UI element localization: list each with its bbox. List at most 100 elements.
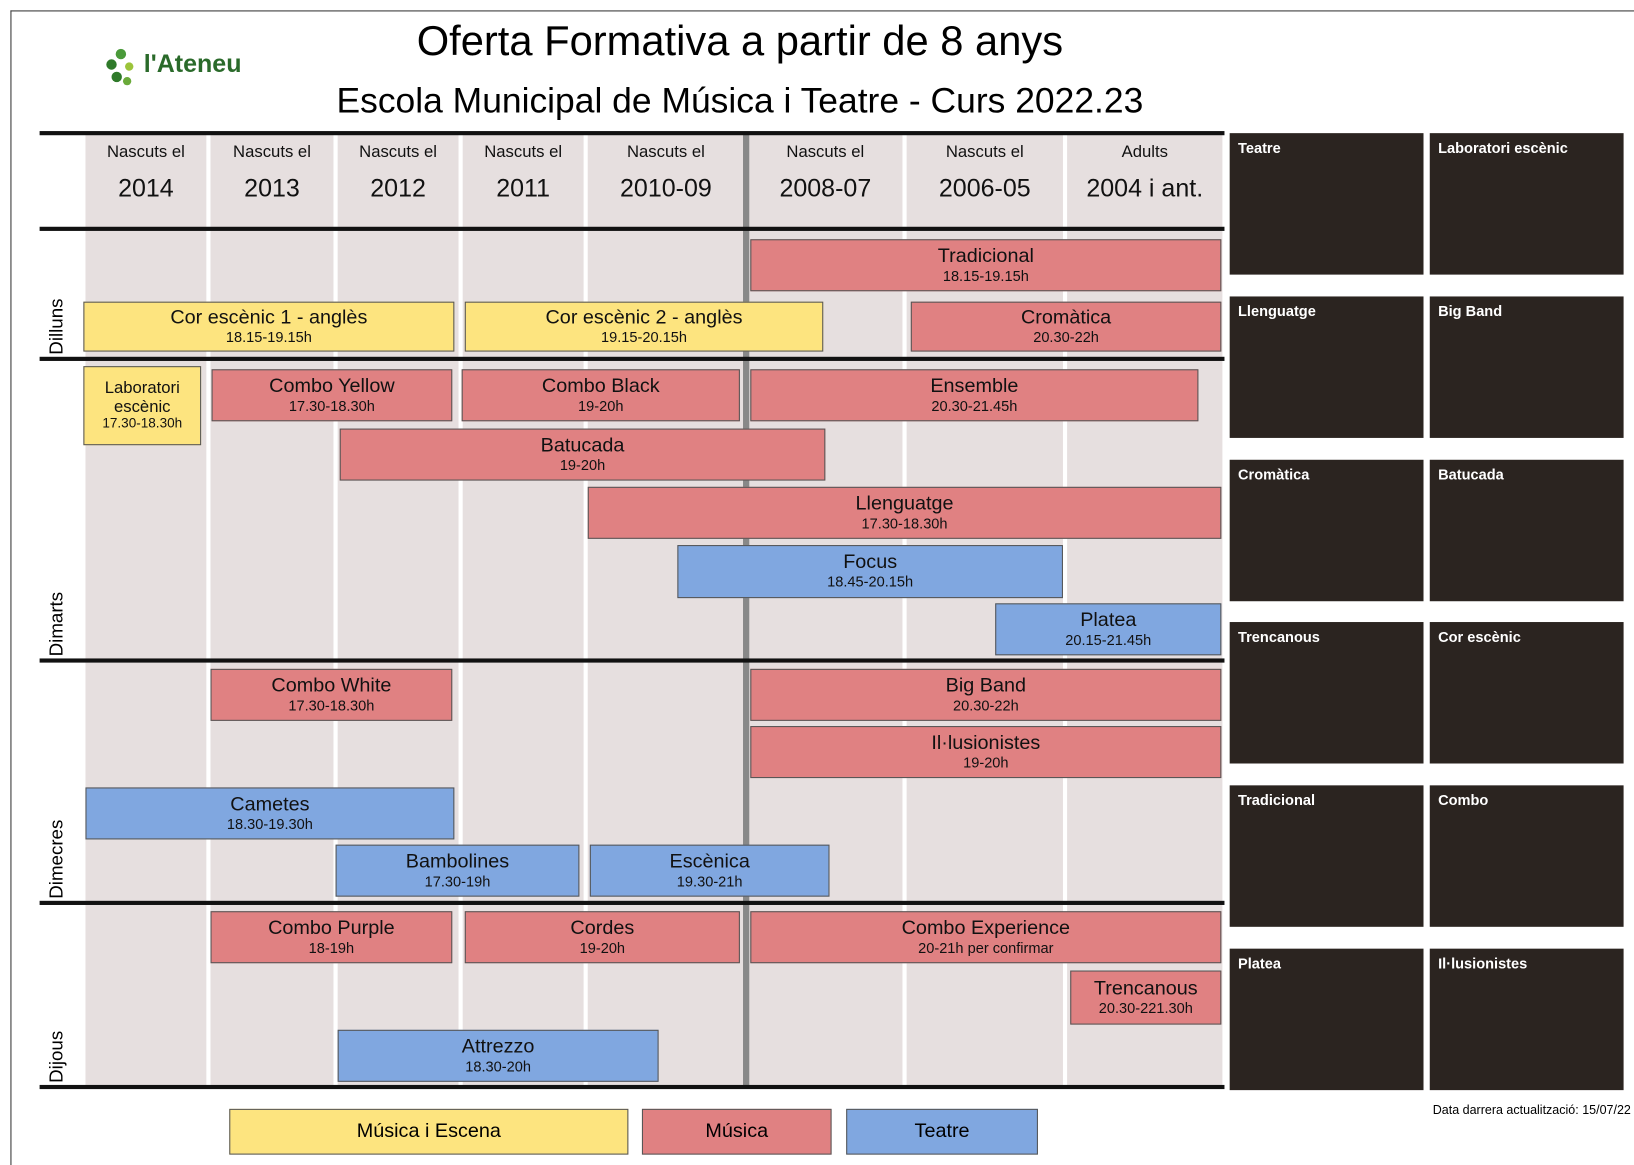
photo-label: Laboratori escènic <box>1438 139 1568 157</box>
event-time: 17.30-18.30h <box>102 415 183 432</box>
event: Cordes 19-20h <box>464 911 740 964</box>
photo-label: Tradicional <box>1238 791 1316 809</box>
event-time: 20-21h per confirmar <box>918 939 1054 956</box>
row-rule <box>39 1084 1225 1090</box>
header-year: 2006-05 <box>938 174 1031 203</box>
column-header: Adults 2004 i ant. <box>1065 133 1224 229</box>
logo-text: l'Ateneu <box>143 49 242 79</box>
event-name: Laboratori escènic <box>104 379 180 416</box>
event-time: 20.30-22h <box>952 696 1019 714</box>
event: Escènica 19.30-21h <box>589 844 830 897</box>
event: Platea 20.15-21.45h <box>995 603 1222 656</box>
event-time: 20.30-221.30h <box>1098 999 1193 1017</box>
row-rule <box>39 658 1225 663</box>
event-name: Platea <box>1080 609 1137 632</box>
event: Bambolines 17.30-19h <box>335 844 580 897</box>
event: Combo Purple 18-19h <box>210 911 453 964</box>
event-name: Combo Black <box>541 375 660 398</box>
event-name: Cromàtica <box>1020 306 1112 329</box>
photo-label: Batucada <box>1438 466 1504 483</box>
photo-label: Platea <box>1238 954 1282 972</box>
header-year: 2014 <box>118 174 174 203</box>
header-label: Nascuts el <box>786 143 865 162</box>
photo: Teatre <box>1229 133 1424 275</box>
event-time: 20.15-21.45h <box>1065 631 1152 648</box>
event-time: 18-19h <box>308 939 355 956</box>
header-label: Nascuts el <box>359 143 437 162</box>
day-label: Dilluns <box>45 298 67 355</box>
row-rule <box>39 226 1225 231</box>
event: Cor escènic 1 - anglès 18.15-19.15h <box>83 301 455 352</box>
header-label: Adults <box>1121 143 1168 162</box>
event-time: 18.15-19.15h <box>225 328 312 346</box>
photo: Batucada <box>1429 459 1624 602</box>
photo: Llenguatge <box>1229 296 1424 438</box>
event-name: Combo White <box>271 674 392 697</box>
event: Laboratori escènic 17.30-18.30h <box>83 366 202 446</box>
photo: Tradicional <box>1229 785 1424 927</box>
header-year: 2008-07 <box>779 174 872 203</box>
header-label: Nascuts el <box>106 143 185 162</box>
photo-label: Teatre <box>1238 139 1281 157</box>
column-header: Nascuts el 2006-05 <box>905 133 1065 229</box>
event-name: Batucada <box>540 434 625 457</box>
legend-item: Música i Escena <box>229 1108 629 1155</box>
event-name: Il·lusionistes <box>931 732 1041 754</box>
column-band <box>85 133 207 1088</box>
photo-label: Llenguatge <box>1238 302 1316 320</box>
event-time: 18.30-20h <box>465 1057 531 1075</box>
event-name: Trencanous <box>1093 977 1198 1000</box>
event-name: Combo Yellow <box>269 375 395 398</box>
photo: Combo <box>1429 785 1624 927</box>
day-label: Dijous <box>45 1030 67 1083</box>
event-time: 17.30-19h <box>424 872 491 890</box>
header-year: 2011 <box>496 174 551 203</box>
event-time: 18.30-19.30h <box>226 815 313 832</box>
event-name: Combo Purple <box>268 917 395 940</box>
photo-label: Big Band <box>1438 302 1503 320</box>
column-header: Nascuts el 2011 <box>461 133 586 229</box>
row-rule <box>39 131 1225 136</box>
event-time: 18.45-20.15h <box>827 573 914 591</box>
header-year: 2013 <box>244 174 300 203</box>
header-label: Nascuts el <box>233 143 311 162</box>
header-year: 2012 <box>370 174 426 203</box>
event-name: Focus <box>843 551 898 574</box>
day-label: Dimecres <box>45 819 67 899</box>
event-name: Cametes <box>230 793 310 816</box>
photo: Cor escènic <box>1429 622 1624 764</box>
photo-label: Cor escènic <box>1438 628 1521 645</box>
photo: Cromàtica <box>1229 459 1424 602</box>
logo-icon <box>106 48 134 86</box>
event-name: Ensemble <box>930 375 1019 398</box>
header-year: 2010-09 <box>620 174 712 203</box>
event-name: Tradicional <box>937 245 1034 268</box>
event: Combo White 17.30-18.30h <box>210 668 453 721</box>
row-rule <box>39 356 1225 361</box>
event-time: 17.30-18.30h <box>861 514 948 532</box>
event: Combo Yellow 17.30-18.30h <box>211 369 453 422</box>
event-time: 18.15-19.15h <box>942 267 1029 284</box>
event-name: Cordes <box>570 917 635 940</box>
header-label: Nascuts el <box>484 143 563 162</box>
event-time: 19.30-21h <box>676 872 743 890</box>
event-name: Escènica <box>669 850 750 873</box>
event: Il·lusionistes 19-20h <box>750 726 1222 779</box>
update-date: Data darrera actualització: 15/07/22 <box>1432 1102 1631 1118</box>
photo: Trencanous <box>1229 622 1424 764</box>
photo-label: Il·lusionistes <box>1438 954 1528 972</box>
event-name: Cor escènic 2 - anglès <box>545 306 743 329</box>
event-time: 17.30-18.30h <box>288 397 375 414</box>
event-name: Combo Experience <box>901 917 1071 940</box>
event-time: 17.30-18.30h <box>288 696 375 714</box>
event-time: 20.30-21.45h <box>931 397 1018 414</box>
event: Tradicional 18.15-19.15h <box>750 239 1222 292</box>
photo: Il·lusionistes <box>1429 948 1624 1091</box>
event-name: Bambolines <box>405 850 510 873</box>
title: Oferta Formativa a partir de 8 anys <box>416 18 1064 65</box>
header-label: Nascuts el <box>626 143 705 162</box>
frame <box>10 10 1634 1165</box>
divider <box>743 133 750 1088</box>
